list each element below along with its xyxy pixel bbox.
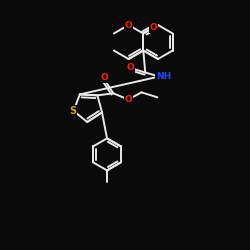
Text: O: O <box>100 73 108 82</box>
Text: S: S <box>69 106 76 116</box>
Text: O: O <box>125 20 132 30</box>
Text: NH: NH <box>156 72 171 81</box>
Text: O: O <box>150 23 158 32</box>
Text: O: O <box>124 95 132 104</box>
Text: O: O <box>127 63 135 72</box>
